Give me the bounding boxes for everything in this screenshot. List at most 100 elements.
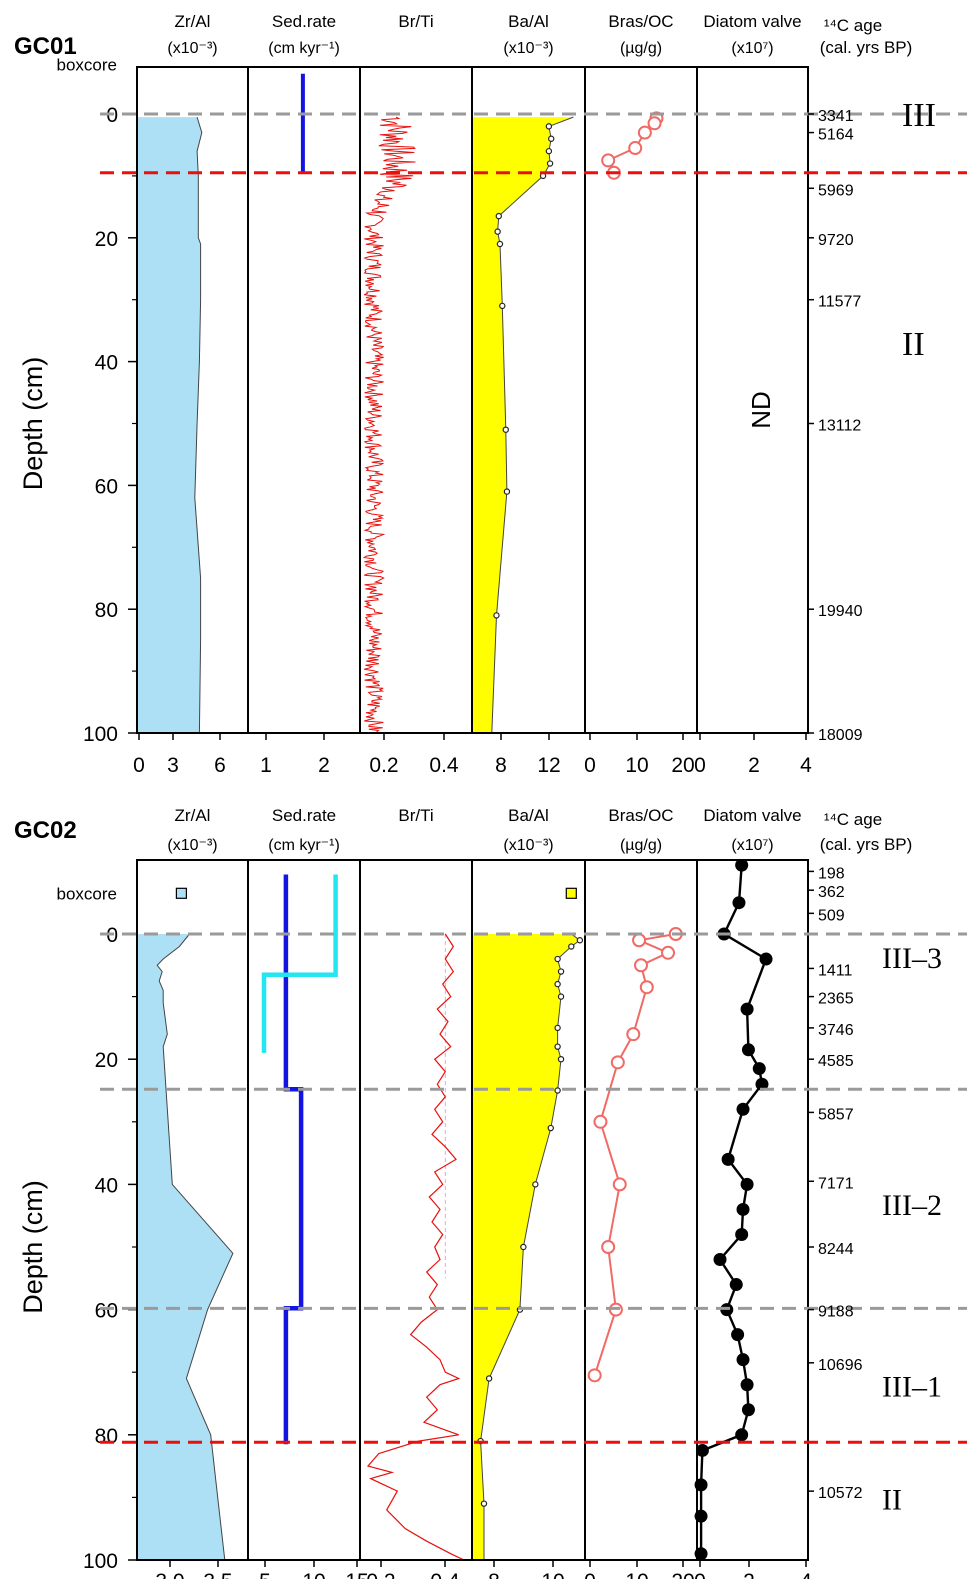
baal-point bbox=[554, 955, 561, 963]
panel-unit-bras: (µg/g) bbox=[620, 837, 662, 854]
diatom-point bbox=[721, 1152, 735, 1166]
bras-oc-point bbox=[637, 125, 652, 140]
panel-unit-sed: (cm kyr⁻¹) bbox=[268, 40, 340, 57]
sed-rate-line-0 bbox=[283, 874, 304, 1445]
age-label: 3746 bbox=[818, 1022, 854, 1039]
x-tick-label: 2 bbox=[318, 754, 330, 777]
y-tick-label: 100 bbox=[83, 1550, 118, 1573]
baal-point bbox=[554, 1087, 561, 1094]
bras-oc-point bbox=[634, 958, 648, 973]
panel-label-zral: Zr/Al bbox=[175, 806, 211, 825]
panel-unit-zral: (x10⁻³) bbox=[167, 40, 217, 57]
x-tick-label: 4 bbox=[800, 754, 812, 777]
zone-label: III–1 bbox=[882, 1371, 942, 1404]
x-tick-label: 0 bbox=[584, 1570, 596, 1579]
diatom-point bbox=[735, 860, 749, 872]
diatom-point bbox=[735, 1227, 749, 1241]
baal-point bbox=[547, 1124, 554, 1132]
panel-unit-baal: (x10⁻³) bbox=[503, 837, 553, 854]
y-tick-label: 20 bbox=[95, 228, 118, 251]
panel-frame-sed bbox=[247, 859, 361, 1561]
baal-point bbox=[557, 993, 565, 1000]
sed-rate-line-1 bbox=[261, 874, 338, 1053]
age-label: 509 bbox=[818, 907, 845, 924]
chart-title: GC02 bbox=[14, 817, 77, 844]
x-tick-label: 2 bbox=[748, 754, 760, 777]
panel-label-bras: Bras/OC bbox=[608, 806, 673, 825]
baal-point bbox=[554, 980, 561, 988]
panel-label-zral: Zr/Al bbox=[175, 12, 211, 31]
age-label: 5969 bbox=[818, 182, 854, 199]
age-label: 5857 bbox=[818, 1106, 854, 1123]
x-tick-label: 10 bbox=[302, 1570, 325, 1579]
plot-area bbox=[137, 860, 773, 1560]
panel-label-diat: Diatom valve bbox=[703, 806, 801, 825]
diatom-point bbox=[740, 1378, 754, 1392]
age-label: 362 bbox=[818, 884, 845, 901]
y-tick-label: 20 bbox=[95, 1049, 118, 1072]
zone-label: III–2 bbox=[882, 1189, 942, 1222]
diatom-point bbox=[741, 1403, 755, 1417]
bras-oc-point bbox=[632, 933, 647, 948]
baal-point bbox=[554, 1024, 561, 1032]
x-tick-label: 12 bbox=[537, 754, 560, 777]
age-label: 198 bbox=[818, 865, 845, 882]
baal-point bbox=[545, 147, 553, 155]
panel-label-baal: Ba/Al bbox=[508, 806, 549, 825]
diatom-point bbox=[695, 1443, 709, 1457]
baal-area bbox=[472, 117, 574, 733]
panel-unit-baal: (x10⁻³) bbox=[503, 40, 553, 57]
bras-oc-point bbox=[612, 1177, 627, 1192]
age-label: 4585 bbox=[818, 1053, 854, 1070]
x-tick-label: 0 bbox=[694, 1570, 706, 1579]
br-ti-line bbox=[362, 116, 416, 733]
diatom-point bbox=[736, 1353, 750, 1367]
age-label: 10572 bbox=[818, 1485, 863, 1502]
baal-boxcore-marker bbox=[565, 887, 577, 899]
y-tick-label: 60 bbox=[95, 1300, 118, 1323]
panel-frame-diat bbox=[696, 66, 809, 734]
y-tick-label: 40 bbox=[95, 352, 118, 375]
age-label: 1411 bbox=[818, 962, 853, 979]
baal-point bbox=[499, 302, 506, 310]
baal-point bbox=[520, 1243, 527, 1251]
x-tick-label: 2 bbox=[743, 1570, 755, 1579]
panel-label-diat: Diatom valve bbox=[703, 12, 801, 31]
bras-oc-point bbox=[628, 141, 643, 156]
age-label: 7171 bbox=[818, 1175, 854, 1192]
panel-unit-sed: (cm kyr⁻¹) bbox=[268, 837, 340, 854]
x-tick-label: 8 bbox=[495, 754, 507, 777]
zone-label: II bbox=[882, 1483, 902, 1516]
x-tick-label: 4 bbox=[800, 1570, 812, 1579]
age-label: 13112 bbox=[818, 418, 861, 435]
bras-oc-point bbox=[626, 1027, 641, 1042]
age-label: 18009 bbox=[818, 727, 863, 744]
bras-oc-point bbox=[610, 1055, 625, 1070]
age-label: 11577 bbox=[818, 294, 861, 311]
x-tick-label: 0.4 bbox=[430, 1570, 460, 1579]
x-tick-label: 8 bbox=[488, 1570, 500, 1579]
baal-point bbox=[485, 1375, 493, 1382]
baal-point bbox=[548, 135, 555, 142]
panel-label-bras: Bras/OC bbox=[608, 12, 673, 31]
panel-unit-diat: (x10⁷) bbox=[731, 40, 773, 57]
x-tick-label: 3.5 bbox=[203, 1570, 232, 1579]
age-header: ¹⁴C age bbox=[824, 810, 882, 829]
age-label: 3341 bbox=[818, 108, 854, 125]
panel-label-brti: Br/Ti bbox=[398, 12, 433, 31]
zral-area bbox=[137, 117, 202, 733]
zral-area bbox=[137, 934, 233, 1560]
zral-line bbox=[156, 933, 234, 1560]
zral-line bbox=[194, 116, 203, 733]
age-label: 9188 bbox=[818, 1304, 854, 1321]
x-tick-label: 0 bbox=[133, 754, 145, 777]
diatom-point bbox=[729, 1278, 743, 1292]
diatom-point bbox=[755, 1077, 769, 1091]
diatom-point bbox=[735, 1428, 749, 1442]
age-header-unit: (cal. yrs BP) bbox=[820, 835, 913, 854]
baal-point bbox=[546, 160, 554, 167]
x-tick-label: 5 bbox=[259, 1570, 271, 1579]
x-tick-label: 6 bbox=[214, 754, 226, 777]
diatom-point bbox=[752, 1062, 766, 1076]
